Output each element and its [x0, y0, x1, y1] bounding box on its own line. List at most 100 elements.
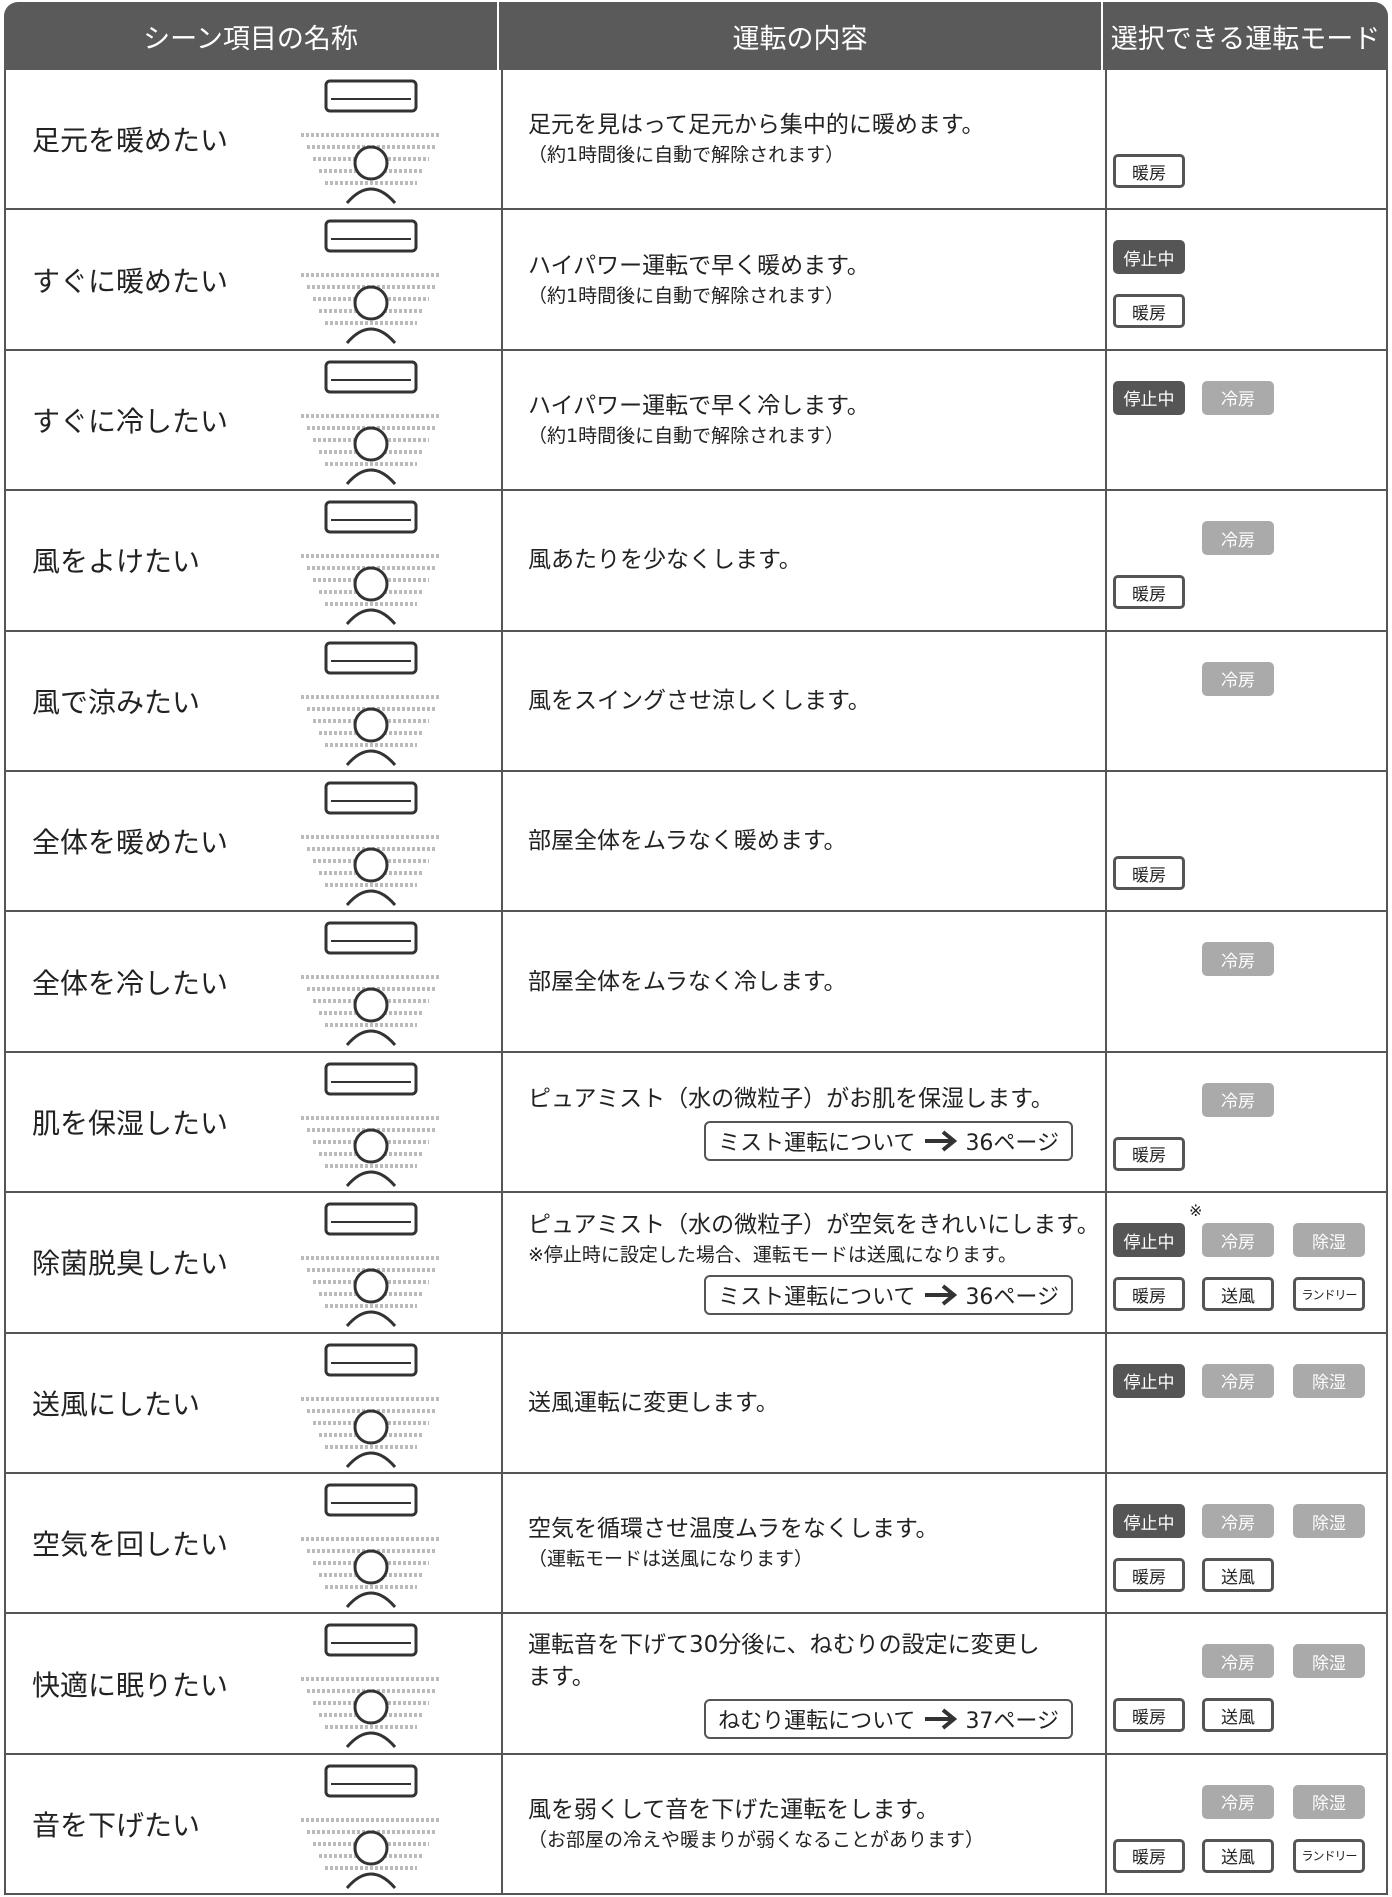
mode-cell: 停止中 冷房 除湿 暖房 送風	[1105, 1474, 1390, 1613]
mode-badge: 停止中	[1113, 1363, 1185, 1398]
table-row: 空気を回したい 空気を循環させ温度ムラをなくします。 （運転モードは送風になります）…	[4, 1474, 1390, 1615]
scene-name: 音を下げたい	[32, 1808, 201, 1842]
person-body	[345, 468, 397, 485]
scene-cell: 肌を保湿したい	[6, 1053, 501, 1191]
person-body	[345, 1872, 397, 1889]
scene-name: 空気を回したい	[32, 1528, 229, 1562]
content-cell: 部屋全体をムラなく暖めます。	[501, 772, 1105, 911]
scene-cell: 足元を暖めたい	[6, 70, 501, 208]
mode-badge: 送風	[1202, 1558, 1274, 1592]
scene-name: 全体を暖めたい	[32, 826, 229, 860]
mode-badge: 停止中	[1113, 240, 1185, 275]
content-cell: ハイパワー運転で早く冷します。 （約1時間後に自動で解除されます）	[501, 350, 1105, 490]
mode-cell: 冷房	[1105, 631, 1390, 770]
content-line: ピュアミスト（水の微粒子）がお肌を保湿します。	[528, 1085, 1054, 1112]
person-head	[353, 1409, 389, 1445]
person-body	[345, 1591, 397, 1608]
mode-badge: 除湿	[1293, 1363, 1365, 1398]
mode-badge: 停止中	[1113, 1504, 1185, 1538]
person-body	[345, 749, 397, 766]
ac-unit	[324, 921, 418, 955]
mode-cell: 冷房	[1105, 912, 1390, 1051]
person-body	[345, 187, 397, 204]
mode-badge: 除湿	[1293, 1644, 1365, 1679]
illustration	[301, 79, 441, 204]
content: 風をスイングさせ涼しくします。	[528, 632, 1085, 770]
scene-cell: 全体を暖めたい	[6, 772, 501, 910]
scene-name: 全体を冷したい	[32, 966, 229, 1000]
content-cell: 運転音を下げて30分後に、ねむりの設定に変更し ます。 ねむり運転について 37ページ	[501, 1614, 1105, 1753]
illustration	[301, 1483, 441, 1608]
header-cell: シーン項目の名称	[4, 2, 499, 70]
content-line: 送風運転に変更します。	[528, 1389, 779, 1416]
content-line: 空気を循環させ温度ムラをなくします。	[528, 1516, 939, 1543]
table-row: 除菌脱臭したい ピュアミスト（水の微粒子）が空気をきれいにします。 ※停止時に設定し…	[4, 1193, 1388, 1334]
mode-badge: 冷房	[1202, 1644, 1274, 1679]
mode-badge: 冷房	[1202, 380, 1274, 415]
scene-cell: すぐに冷したい	[6, 351, 501, 489]
table-row: すぐに冷したい ハイパワー運転で早く冷します。 （約1時間後に自動で解除されます） 停…	[4, 350, 1388, 492]
reference-link: ねむり運転について 37ページ	[704, 1698, 1073, 1739]
scene-name: 除菌脱臭したい	[32, 1247, 229, 1281]
person-body	[345, 889, 397, 906]
content: ハイパワー運転で早く冷します。 （約1時間後に自動で解除されます）	[528, 351, 1085, 489]
person-head	[353, 566, 389, 602]
table-row: 全体を冷したい 部屋全体をムラなく冷します。 冷房	[4, 912, 1390, 1053]
content-line: 足元を見はって足元から集中的に暖めます。	[528, 112, 985, 139]
scene-cell: 風をよけたい	[6, 491, 501, 629]
content: 部屋全体をムラなく暖めます。	[528, 772, 1085, 910]
content: 送風運転に変更します。	[528, 1334, 1085, 1472]
content-line: 運転音を下げて30分後に、ねむりの設定に変更し	[528, 1631, 1040, 1658]
content-cell: 足元を見はって足元から集中的に暖めます。 （約1時間後に自動で解除されます）	[501, 70, 1105, 209]
mode-badge: 冷房	[1202, 521, 1274, 556]
arrow	[925, 1708, 958, 1730]
mode-badge: 冷房	[1202, 1784, 1274, 1819]
person-head	[353, 707, 389, 743]
scene-cell: 送風にしたい	[6, 1334, 501, 1472]
content: 運転音を下げて30分後に、ねむりの設定に変更し ます。 ねむり運転について 37ページ	[528, 1614, 1085, 1752]
scene-name: 送風にしたい	[32, 1387, 201, 1421]
mode-badge: ランドリー	[1293, 1277, 1365, 1312]
content-line: 風を弱くして音を下げた運転をします。	[528, 1796, 940, 1823]
ac-unit	[324, 1764, 418, 1798]
scene-name: すぐに冷したい	[32, 404, 229, 438]
arrow	[925, 1130, 958, 1152]
content-cell: 送風運転に変更します。	[501, 1333, 1105, 1472]
content-line: ハイパワー運転で早く冷します。	[528, 392, 870, 419]
content-line: 部屋全体をムラなく冷します。	[528, 968, 847, 995]
person-body	[345, 1030, 397, 1047]
illustration	[301, 921, 441, 1047]
link-text: ねむり運転について	[718, 1708, 916, 1734]
mode-badge: 暖房	[1113, 294, 1185, 329]
mode-badge: 除湿	[1293, 1784, 1365, 1819]
scene-name: 快適に眠りたい	[32, 1668, 229, 1702]
mode-badge: 停止中	[1113, 1223, 1185, 1258]
content-line: 風あたりを少なくします。	[528, 547, 802, 574]
content-note: （約1時間後に自動で解除されます）	[528, 424, 845, 447]
mode-badge: 停止中	[1113, 380, 1185, 415]
person-head	[353, 1830, 389, 1866]
content: ピュアミスト（水の微粒子）がお肌を保湿します。 ミスト運転について 36ページ	[528, 1053, 1085, 1191]
mode-badge: 暖房	[1113, 1277, 1185, 1312]
content: 足元を見はって足元から集中的に暖めます。 （約1時間後に自動で解除されます）	[528, 70, 1085, 208]
person-head	[353, 1549, 389, 1585]
mode-badge: 送風	[1202, 1698, 1274, 1733]
mode-badge: 暖房	[1113, 856, 1185, 890]
table-row: 送風にしたい 送風運転に変更します。 停止中 冷房 除湿	[4, 1333, 1388, 1474]
content: ピュアミスト（水の微粒子）が空気をきれいにします。 ※停止時に設定した場合、運転モ…	[528, 1193, 1100, 1331]
scene-name: 肌を保湿したい	[32, 1106, 229, 1140]
scene-cell: すぐに暖めたい	[6, 210, 501, 348]
person-head	[353, 426, 389, 462]
person-head	[353, 847, 389, 883]
scene-cell: 風で涼みたい	[6, 632, 501, 770]
mode-cell: 冷房 除湿 暖房 送風	[1105, 1614, 1390, 1753]
illustration	[301, 360, 441, 485]
ac-unit	[324, 1343, 418, 1377]
scene-name: 足元を暖めたい	[32, 124, 229, 158]
ac-unit	[324, 1623, 418, 1657]
mode-badge: 暖房	[1113, 154, 1185, 188]
arrow-shape	[925, 1130, 958, 1152]
content-note: （約1時間後に自動で解除されます）	[528, 284, 845, 307]
mode-badge: 冷房	[1202, 1363, 1274, 1398]
content-line: ハイパワー運転で早く暖めます。	[528, 252, 870, 279]
